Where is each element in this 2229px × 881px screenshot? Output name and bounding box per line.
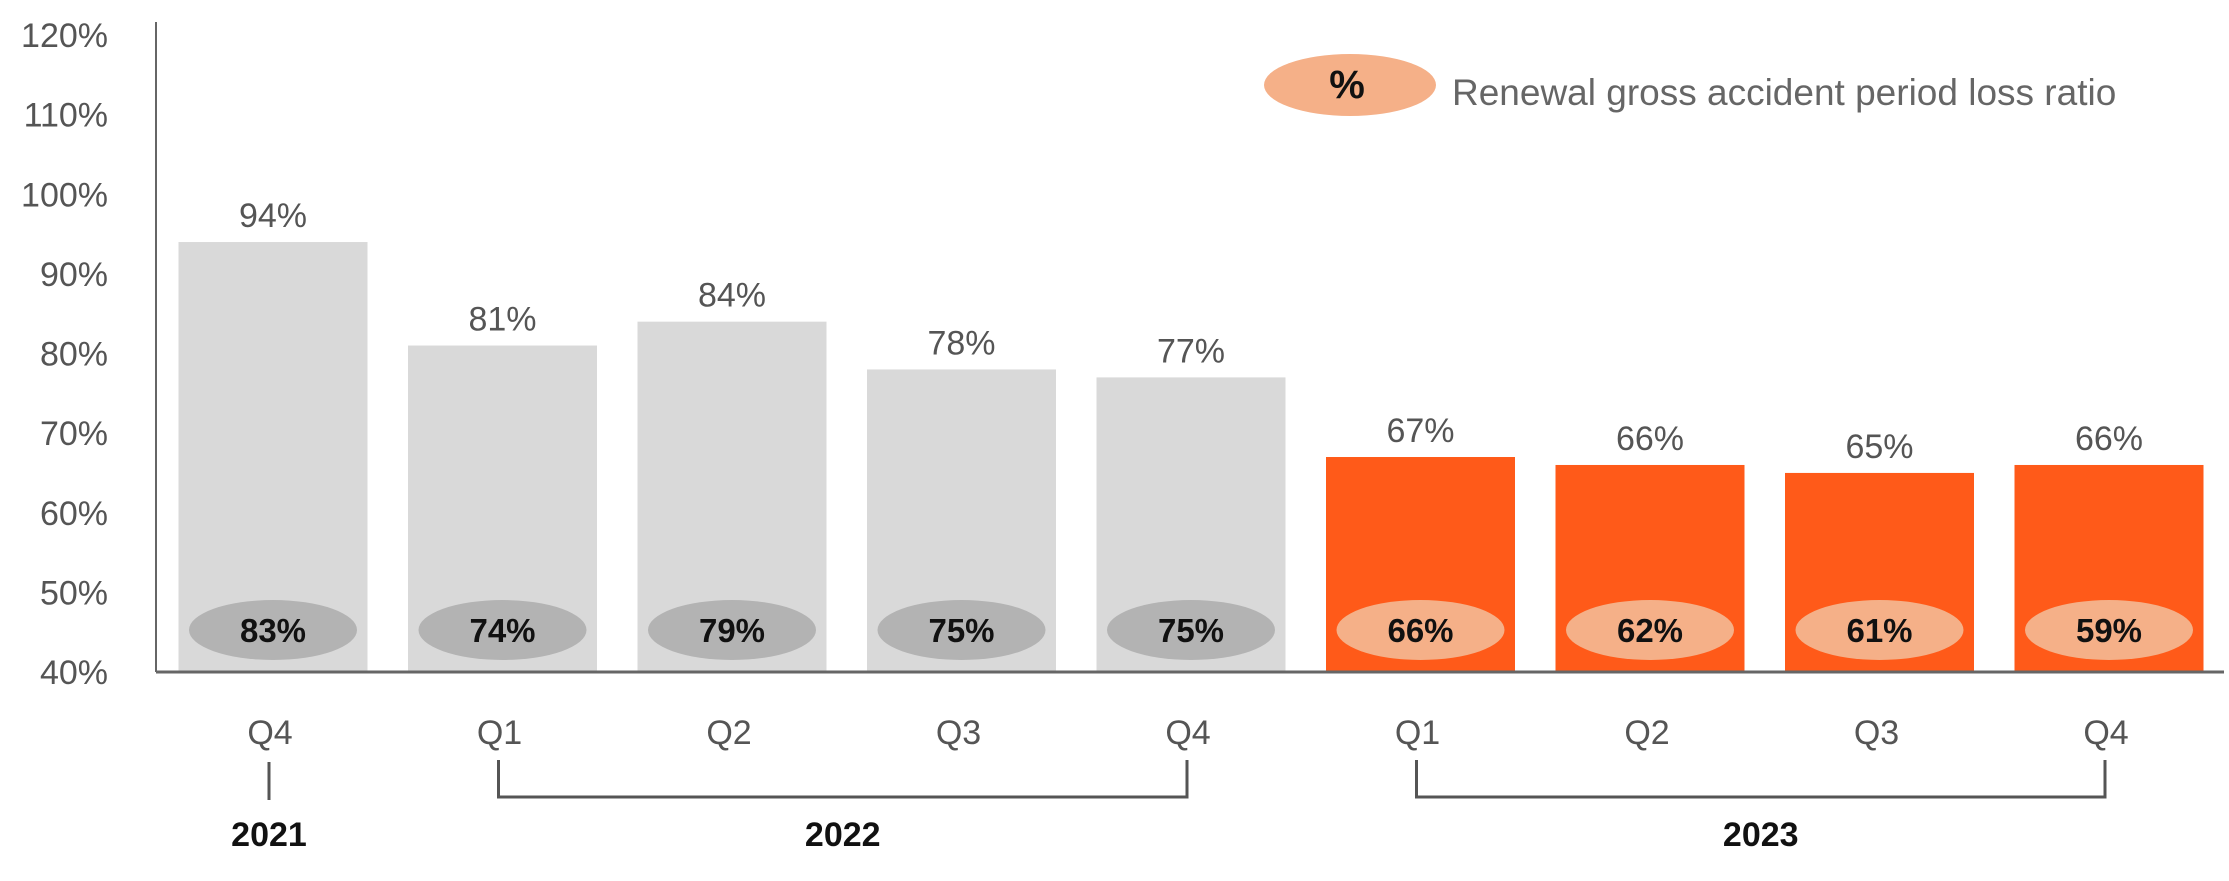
bar-value-label: 78% [927,324,995,362]
renewal-ratio-label: 66% [1387,612,1453,649]
legend-symbol: % [1329,63,1365,107]
y-tick-label: 120% [21,17,108,55]
bar-value-label: 66% [2075,420,2143,458]
y-tick-label: 110% [24,97,108,135]
bar-value-label: 94% [239,197,307,235]
x-category-label: Q4 [247,714,292,752]
legend: % Renewal gross accident period loss rat… [1264,54,2116,116]
y-tick-label: 60% [40,495,108,533]
x-category-label: Q2 [1624,714,1669,752]
year-label: 2021 [231,816,307,854]
x-axis-categories: Q4 Q1 Q2 Q3 Q4 Q1 Q2 Q3 Q4 [247,714,2128,752]
year-label: 2023 [1723,816,1799,854]
renewal-ratio-label: 75% [928,612,994,649]
y-tick-label: 40% [40,654,108,692]
y-tick-label: 100% [21,176,108,214]
bar-value-label: 67% [1386,412,1454,450]
x-category-label: Q1 [1395,714,1440,752]
bar-value-label: 77% [1157,332,1225,370]
year-groups: 2021 2022 2023 [231,760,2107,854]
renewal-ratio-label: 61% [1846,612,1912,649]
renewal-ratio-marker [2025,600,2193,660]
x-category-label: Q4 [1165,714,1210,752]
renewal-ratio-label: 62% [1617,612,1683,649]
renewal-ratio-label: 75% [1158,612,1224,649]
y-axis: 40% 50% 60% 70% 80% 90% 100% 110% 120% [21,17,157,692]
bar-value-label: 65% [1845,428,1913,466]
bar-value-label: 84% [698,277,766,315]
y-tick-label: 70% [40,415,108,453]
y-tick-label: 50% [40,574,108,612]
x-category-label: Q3 [1854,714,1899,752]
renewal-ratio-marker [877,600,1046,660]
renewal-ratio-marker [1336,600,1505,660]
bars: 94% 83% 81% 74% 84% 79% 78% 75% 77% 75% 67% 66% 66% 6… [156,197,2224,674]
year-label: 2022 [805,816,881,854]
year-bracket [497,760,1189,799]
renewal-ratio-label: 83% [240,612,306,649]
renewal-ratio-marker [189,600,357,660]
legend-label: Renewal gross accident period loss ratio [1452,72,2116,113]
x-category-label: Q1 [477,714,522,752]
renewal-ratio-label: 74% [469,612,535,649]
renewal-ratio-marker [648,600,816,660]
x-category-label: Q2 [706,714,751,752]
renewal-ratio-marker [1795,600,1964,660]
year-bracket [1415,760,2107,799]
y-tick-label: 80% [40,336,108,374]
x-category-label: Q4 [2083,714,2128,752]
renewal-ratio-marker [1107,600,1275,660]
renewal-ratio-marker [1566,600,1734,660]
renewal-ratio-marker [418,600,587,660]
bar-value-label: 81% [468,301,536,339]
y-tick-label: 90% [40,256,108,294]
renewal-ratio-label: 59% [2076,612,2142,649]
bar-value-label: 66% [1616,420,1684,458]
legend-swatch-icon [1264,54,1436,116]
x-category-label: Q3 [936,714,981,752]
renewal-ratio-label: 79% [699,612,765,649]
